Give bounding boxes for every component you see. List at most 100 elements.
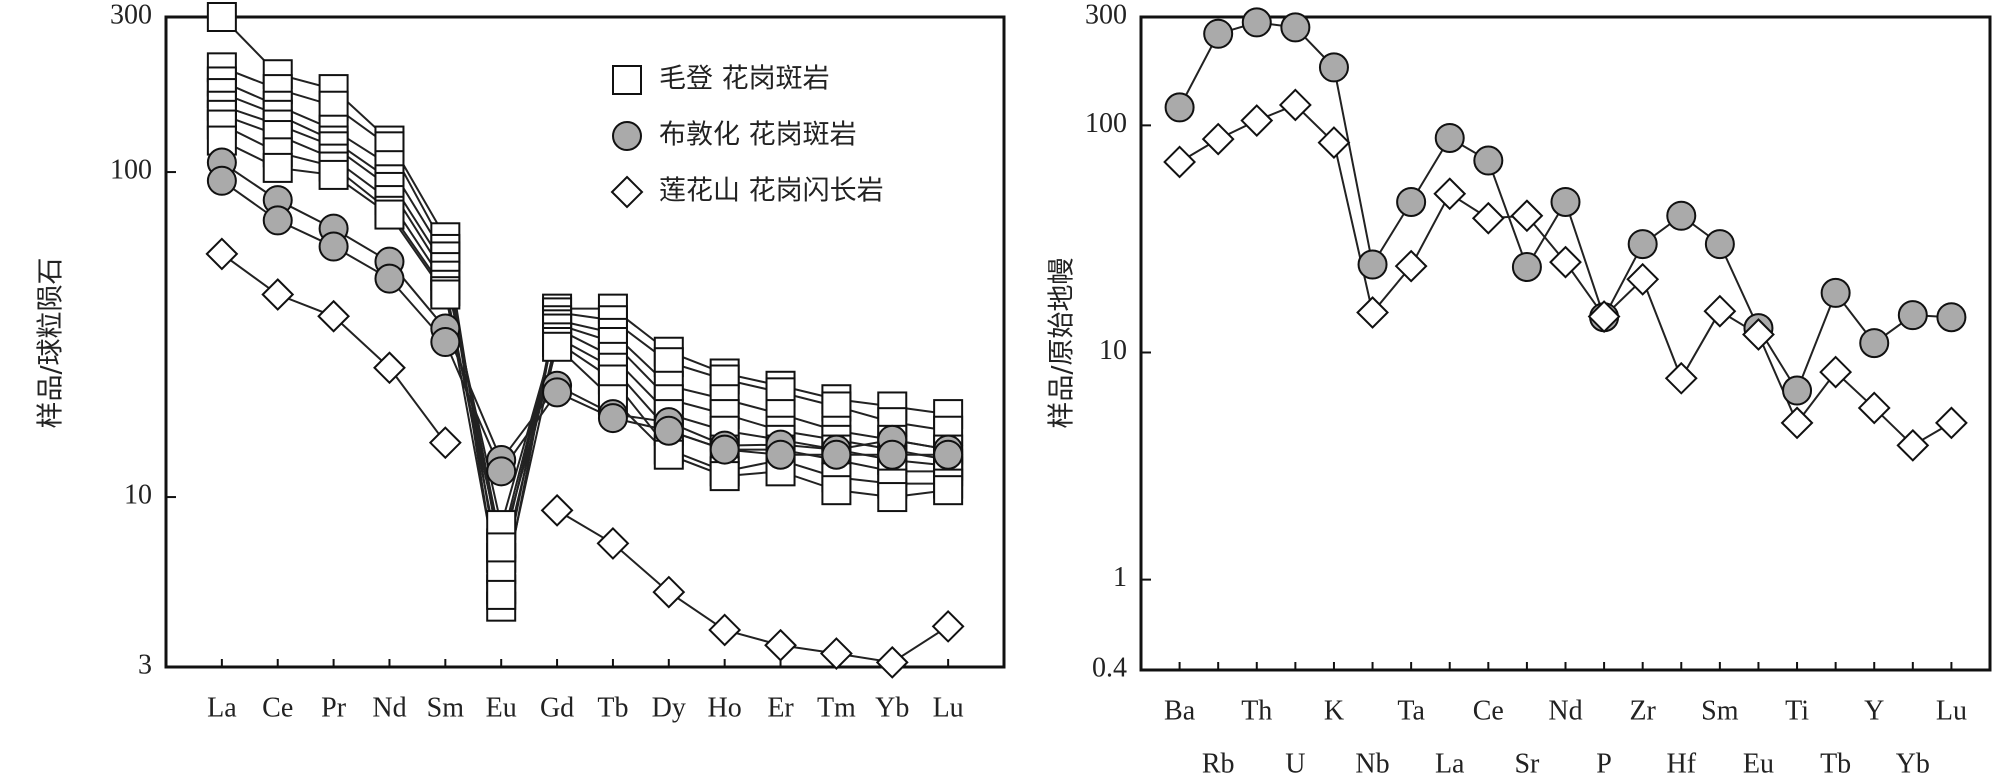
- x-tick-label: Th: [1241, 695, 1272, 726]
- x-tick-label: La: [1435, 748, 1465, 775]
- circle-marker: [1511, 251, 1542, 282]
- diamond-marker: [1587, 300, 1621, 333]
- square-marker: [709, 461, 740, 492]
- legend-marker: [610, 175, 644, 209]
- chart-panel: 3 10 100 300 La Ce Pr Nd Sm Eu Gd Tb Dy Ho Er Tm Yb Lu 样品/…: [36, 0, 1006, 723]
- circle-marker: [1704, 229, 1735, 260]
- circle-marker: [1280, 12, 1311, 43]
- diamond-marker: [1356, 296, 1389, 329]
- square-marker: [542, 331, 573, 362]
- circle-marker: [1434, 122, 1465, 153]
- square-marker: [486, 532, 517, 563]
- diamond-marker: [1626, 262, 1660, 296]
- diamond-marker: [1201, 122, 1235, 156]
- circle-marker: [1318, 52, 1349, 83]
- legend-label: 莲花山 花岗闪长岩: [659, 176, 884, 207]
- circle-marker: [374, 263, 405, 294]
- circle-marker: [1164, 92, 1195, 123]
- x-tick-label: Sm: [1701, 695, 1739, 726]
- x-tick-label: Rb: [1202, 748, 1235, 775]
- y-tick-label: 0.4: [1092, 652, 1127, 683]
- x-tick-label: Ce: [262, 692, 293, 723]
- x-tick-label: K: [1324, 695, 1344, 726]
- x-tick-label: Tb: [597, 692, 628, 723]
- diamond-marker: [1703, 294, 1737, 328]
- x-tick-label: Tb: [1820, 748, 1851, 775]
- circle-marker: [821, 439, 852, 470]
- circle-marker: [1820, 277, 1851, 308]
- diamond-marker: [540, 493, 574, 527]
- diamond-marker: [1857, 391, 1891, 425]
- diamond-marker: [1664, 361, 1698, 395]
- diamond-marker: [1510, 199, 1544, 233]
- x-tick-label: Pr: [321, 692, 347, 723]
- circle-marker: [318, 231, 349, 262]
- square-marker: [262, 152, 293, 183]
- square-marker: [318, 159, 349, 190]
- diamond-marker: [261, 278, 295, 311]
- diamond-marker: [875, 645, 909, 679]
- square-marker: [206, 2, 237, 32]
- circle-marker: [206, 165, 237, 196]
- x-tick-label: Ta: [1397, 695, 1425, 726]
- diamond-marker: [931, 609, 965, 643]
- square-marker: [430, 279, 461, 310]
- x-tick-label: Y: [1864, 695, 1884, 726]
- circle-marker: [1203, 18, 1234, 49]
- diamond-marker: [373, 351, 406, 385]
- x-tick-label: Yb: [875, 692, 909, 723]
- x-tick-label: Ho: [708, 692, 742, 723]
- legend-marker: [612, 121, 642, 151]
- square-marker: [933, 475, 964, 506]
- square-marker: [821, 475, 852, 506]
- plot-frame: [164, 15, 1006, 669]
- x-tick-label: Yb: [1896, 748, 1930, 775]
- diamond-marker: [1163, 145, 1197, 179]
- diamond-marker: [1278, 88, 1312, 122]
- y-tick-label: 10: [1099, 335, 1127, 366]
- diamond-marker: [1742, 318, 1775, 351]
- diamond-marker: [652, 575, 686, 609]
- x-tick-label: Hf: [1666, 748, 1696, 775]
- circle-marker: [1782, 375, 1813, 406]
- x-tick-label: Tm: [817, 692, 856, 723]
- y-tick-label: 10: [124, 479, 152, 510]
- y-tick-label: 100: [110, 154, 152, 185]
- circle-marker: [1396, 186, 1427, 217]
- circle-marker: [1473, 145, 1504, 176]
- diamond-marker: [1896, 428, 1930, 462]
- x-tick-label: La: [207, 692, 237, 723]
- y-axis-label: 样品/原始地幔: [1047, 257, 1078, 428]
- circle-marker: [765, 439, 796, 470]
- circle-marker: [1859, 328, 1890, 359]
- y-axis-label: 样品/球粒陨石: [36, 257, 67, 428]
- y-tick-label: 300: [110, 0, 152, 30]
- square-marker: [486, 579, 517, 610]
- x-tick-label: Nd: [372, 692, 406, 723]
- x-tick-label: Lu: [1936, 695, 1967, 726]
- circle-marker: [542, 377, 573, 408]
- circle-marker: [709, 434, 740, 465]
- y-tick-label: 3: [138, 649, 152, 680]
- x-tick-label: Gd: [540, 692, 574, 723]
- circle-marker: [1550, 186, 1581, 217]
- circle-marker: [486, 456, 517, 487]
- x-tick-label: Nd: [1548, 695, 1582, 726]
- diamond-marker: [764, 628, 797, 662]
- x-tick-label: Ti: [1785, 695, 1809, 726]
- diamond-marker: [1780, 406, 1814, 440]
- x-tick-label: Zr: [1629, 695, 1656, 726]
- x-tick-label: Sr: [1514, 748, 1540, 775]
- diamond-marker: [1317, 126, 1351, 159]
- x-tick-label: Ce: [1473, 695, 1504, 726]
- circle-marker: [877, 439, 908, 470]
- y-tick-label: 300: [1085, 0, 1127, 30]
- x-tick-label: Er: [767, 692, 794, 723]
- circle-marker: [597, 403, 628, 434]
- x-tick-label: Sm: [427, 692, 465, 723]
- diamond-marker: [205, 237, 239, 271]
- diamond-marker: [1433, 177, 1467, 211]
- circle-marker: [1241, 7, 1272, 38]
- x-tick-label: Lu: [933, 692, 964, 723]
